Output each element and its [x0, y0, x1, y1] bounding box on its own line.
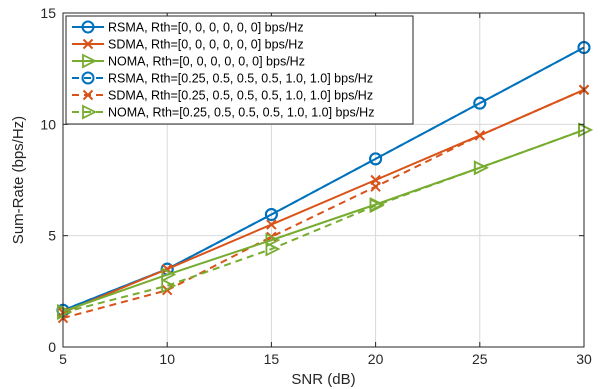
legend-label: SDMA, Rth=[0.25, 0.5, 0.5, 0.5, 1.0, 1.0…: [108, 89, 373, 103]
legend-marker: [82, 38, 94, 50]
series-line: [62, 88, 585, 314]
series-1: [57, 84, 590, 318]
series-2: [57, 122, 594, 319]
x-tick-label: 15: [264, 351, 280, 367]
legend-entry-5: NOMA, Rth=[0.25, 0.5, 0.5, 0.5, 1.0, 1.0…: [72, 104, 374, 120]
x-tick-label: 5: [59, 351, 67, 367]
legend-marker: [82, 104, 98, 120]
legend-entry-1: SDMA, Rth=[0, 0, 0, 0, 0, 0] bps/Hz: [72, 38, 304, 52]
legend-marker: [81, 71, 95, 85]
plot-frame: [62, 12, 585, 348]
y-axis-title: Sum-Rate (bps/Hz): [10, 116, 27, 244]
data-point: [473, 160, 489, 176]
x-axis-title: SNR (dB): [291, 371, 355, 388]
data-point: [266, 219, 277, 230]
x-tick-label: 10: [159, 351, 175, 367]
x-tick-label: 20: [368, 351, 384, 367]
series-line: [62, 128, 585, 313]
data-point: [264, 208, 278, 222]
data-point: [161, 267, 177, 283]
legend-label: RSMA, Rth=[0.25, 0.5, 0.5, 0.5, 1.0, 1.0…: [108, 72, 373, 86]
y-tick-label: 5: [48, 228, 56, 244]
y-tick-label: 0: [48, 339, 56, 355]
data-point: [578, 122, 594, 138]
legend-label: NOMA, Rth=[0.25, 0.5, 0.5, 0.5, 1.0, 1.0…: [108, 106, 374, 120]
y-tick-label: 10: [40, 116, 56, 132]
series-line: [62, 88, 585, 320]
legend-marker: [81, 20, 95, 34]
legend-entry-2: NOMA, Rth=[0, 0, 0, 0, 0, 0] bps/Hz: [72, 53, 305, 69]
data-point: [370, 174, 381, 186]
legend-entry-4: SDMA, Rth=[0.25, 0.5, 0.5, 0.5, 1.0, 1.0…: [72, 89, 373, 103]
legend-box: [65, 15, 414, 125]
y-tick-label: 15: [40, 5, 56, 21]
x-tick-label: 25: [472, 351, 488, 367]
legend: RSMA, Rth=[0, 0, 0, 0, 0, 0] bps/Hz SDMA,…: [65, 15, 414, 125]
data-point: [265, 241, 281, 257]
data-point: [369, 152, 383, 166]
data-point: [161, 278, 177, 294]
legend-label: SDMA, Rth=[0, 0, 0, 0, 0, 0] bps/Hz: [108, 38, 304, 52]
legend-label: NOMA, Rth=[0, 0, 0, 0, 0, 0] bps/Hz: [108, 55, 305, 69]
data-point: [265, 232, 281, 248]
data-point: [57, 303, 73, 319]
data-point: [474, 130, 486, 141]
x-tick-label: 30: [576, 351, 592, 367]
legend-label: RSMA, Rth=[0, 0, 0, 0, 0, 0] bps/Hz: [108, 21, 304, 35]
legend-marker: [82, 53, 98, 69]
legend-entry-3: RSMA, Rth=[0.25, 0.5, 0.5, 0.5, 1.0, 1.0…: [72, 71, 373, 86]
data-point: [369, 197, 385, 212]
legend-marker: [82, 89, 94, 101]
data-point: [473, 96, 487, 110]
legend-entry-0: RSMA, Rth=[0, 0, 0, 0, 0, 0] bps/Hz: [72, 20, 304, 35]
